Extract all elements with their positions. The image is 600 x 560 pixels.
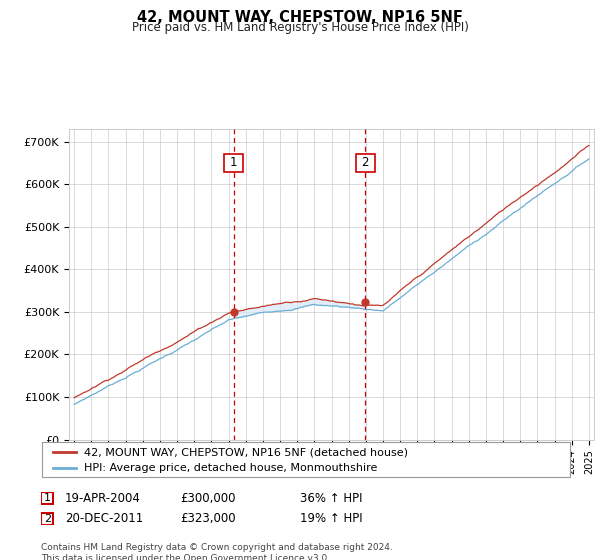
Text: 2: 2	[361, 156, 369, 169]
Text: 1: 1	[230, 156, 238, 169]
FancyBboxPatch shape	[41, 512, 53, 525]
Text: £300,000: £300,000	[180, 492, 235, 505]
Text: £323,000: £323,000	[180, 512, 236, 525]
Text: 20-DEC-2011: 20-DEC-2011	[65, 512, 143, 525]
FancyBboxPatch shape	[356, 154, 374, 172]
FancyBboxPatch shape	[42, 442, 570, 477]
Text: 19% ↑ HPI: 19% ↑ HPI	[300, 512, 362, 525]
Text: 1: 1	[44, 493, 51, 503]
Text: HPI: Average price, detached house, Monmouthshire: HPI: Average price, detached house, Monm…	[84, 464, 377, 473]
Text: 2: 2	[44, 514, 51, 524]
Text: Contains HM Land Registry data © Crown copyright and database right 2024.
This d: Contains HM Land Registry data © Crown c…	[41, 543, 392, 560]
Text: 42, MOUNT WAY, CHEPSTOW, NP16 5NF (detached house): 42, MOUNT WAY, CHEPSTOW, NP16 5NF (detac…	[84, 447, 408, 457]
FancyBboxPatch shape	[41, 492, 53, 505]
Text: Price paid vs. HM Land Registry's House Price Index (HPI): Price paid vs. HM Land Registry's House …	[131, 21, 469, 34]
FancyBboxPatch shape	[224, 154, 243, 172]
Text: 19-APR-2004: 19-APR-2004	[65, 492, 140, 505]
Text: 36% ↑ HPI: 36% ↑ HPI	[300, 492, 362, 505]
Text: 42, MOUNT WAY, CHEPSTOW, NP16 5NF: 42, MOUNT WAY, CHEPSTOW, NP16 5NF	[137, 10, 463, 25]
